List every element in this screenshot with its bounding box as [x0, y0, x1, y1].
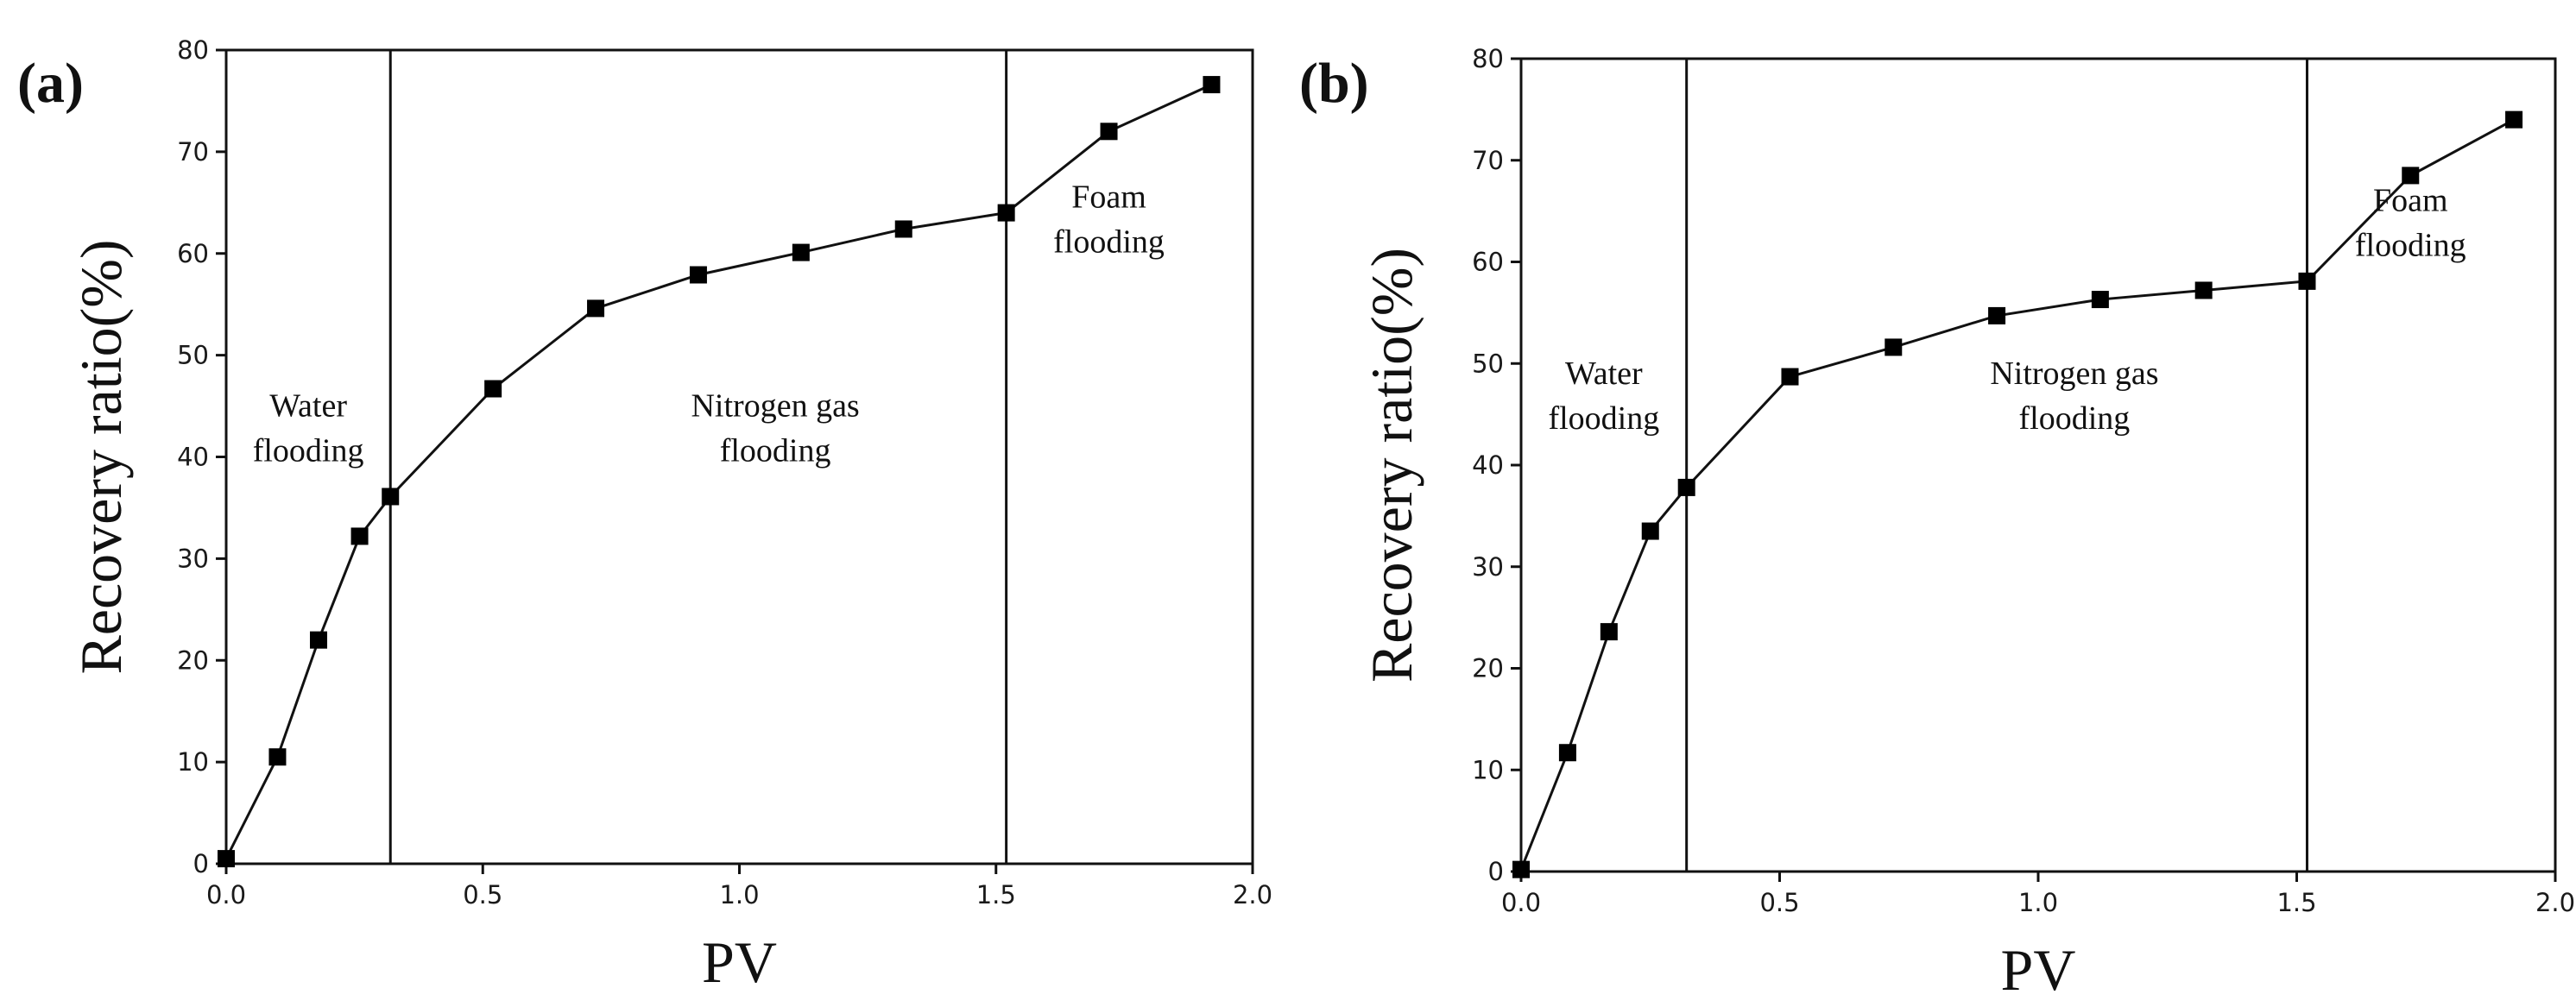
stage-annotation-line: Nitrogen gas	[1990, 356, 2158, 392]
data-point	[2505, 110, 2523, 129]
data-point	[1988, 306, 2006, 324]
y-tick-label: 10	[177, 747, 209, 777]
data-point	[2091, 291, 2109, 309]
data-point	[1677, 478, 1695, 496]
y-tick-label: 40	[177, 443, 209, 472]
data-point	[689, 266, 707, 284]
stage-annotation-line: Foam	[1071, 179, 1146, 216]
x-tick-label: 0.5	[463, 880, 502, 909]
y-tick-label: 70	[177, 137, 209, 167]
y-tick-label: 0	[1488, 857, 1504, 886]
chart-panel-a: (a) 0 10 20 30 40 50 60 70 80 0.0 0.5 1.0 1.5 2.0 PV Rec…	[17, 35, 1272, 995]
stage-annotation-line: Nitrogen gas	[691, 387, 859, 424]
y-tick-label: 50	[177, 341, 209, 370]
stage-annotation-line: flooding	[1053, 224, 1165, 261]
chart-panel-b: (b) 0 10 20 30 40 50 60 70 80 0.0 0.5 1.0 1.5 2.0 PV Rec…	[1299, 44, 2575, 1003]
data-point	[587, 299, 605, 318]
data-point	[268, 748, 287, 766]
data-point	[1203, 76, 1221, 94]
y-axis-title: Recovery ratio(%)	[68, 239, 134, 674]
panel-label: (a)	[17, 52, 84, 115]
y-tick-label: 0	[193, 849, 209, 878]
x-tick-label: 1.5	[976, 880, 1016, 909]
data-point	[894, 220, 912, 238]
data-point	[2194, 281, 2213, 299]
y-tick-label: 10	[1472, 755, 1504, 784]
data-point	[218, 850, 235, 868]
data-point	[1558, 744, 1576, 762]
stage-annotation-line: flooding	[2019, 400, 2131, 437]
y-tick-label: 20	[177, 645, 209, 675]
x-tick-label: 0.0	[1501, 888, 1541, 917]
data-point	[1641, 522, 1659, 540]
stage-annotation: Nitrogen gas flooding	[691, 387, 859, 469]
data-point	[1885, 338, 1903, 356]
plot-frame	[1519, 57, 2557, 873]
x-tick-label: 2.0	[1233, 880, 1272, 909]
y-tick-label: 60	[177, 239, 209, 268]
data-point	[1600, 623, 1618, 641]
stage-annotation-line: flooding	[1548, 400, 1659, 437]
stage-annotation-line: flooding	[2355, 228, 2466, 264]
stage-annotation-line: flooding	[720, 432, 831, 469]
data-point	[1100, 123, 1118, 141]
stage-annotation: Water flooding	[253, 387, 364, 469]
data-point	[382, 488, 400, 506]
series-line	[224, 83, 1213, 859]
y-tick-label: 20	[1472, 654, 1504, 683]
stage-annotation-line: Water	[1565, 356, 1643, 392]
stage-annotation-line: flooding	[253, 432, 364, 469]
x-tick-label: 1.0	[2018, 888, 2058, 917]
x-tick-label: 0.5	[1759, 888, 1799, 917]
stage-annotation: Nitrogen gas flooding	[1990, 356, 2158, 437]
y-tick-label: 60	[1472, 248, 1504, 277]
x-axis-title: PV	[702, 929, 777, 995]
y-tick-label: 30	[1472, 552, 1504, 582]
data-point	[2402, 167, 2420, 185]
data-point	[310, 631, 328, 649]
panel-label: (b)	[1299, 52, 1369, 115]
data-point	[792, 243, 810, 261]
x-tick-label: 1.5	[2276, 888, 2316, 917]
x-tick-label: 2.0	[2535, 888, 2575, 917]
y-tick-label: 80	[1472, 44, 1504, 73]
data-point	[2298, 272, 2316, 290]
data-point	[997, 204, 1015, 222]
data-point	[1512, 860, 1530, 878]
y-tick-label: 70	[1472, 146, 1504, 175]
y-tick-label: 40	[1472, 450, 1504, 480]
data-point	[350, 527, 369, 545]
x-tick-label: 1.0	[719, 880, 759, 909]
y-tick-label: 30	[177, 544, 209, 573]
x-axis-title: PV	[2001, 937, 2076, 1003]
x-tick-label: 0.0	[206, 880, 246, 909]
y-tick-label: 50	[1472, 349, 1504, 378]
data-point	[484, 380, 502, 398]
data-point	[1781, 368, 1799, 386]
y-axis-title: Recovery ratio(%)	[1359, 248, 1424, 683]
stage-annotation: Water flooding	[1548, 356, 1659, 437]
stage-annotation-line: Water	[269, 387, 347, 424]
stage-annotation: Foam flooding	[1053, 179, 1165, 261]
stage-annotation: Foam flooding	[2355, 183, 2466, 264]
y-tick-label: 80	[177, 35, 209, 65]
